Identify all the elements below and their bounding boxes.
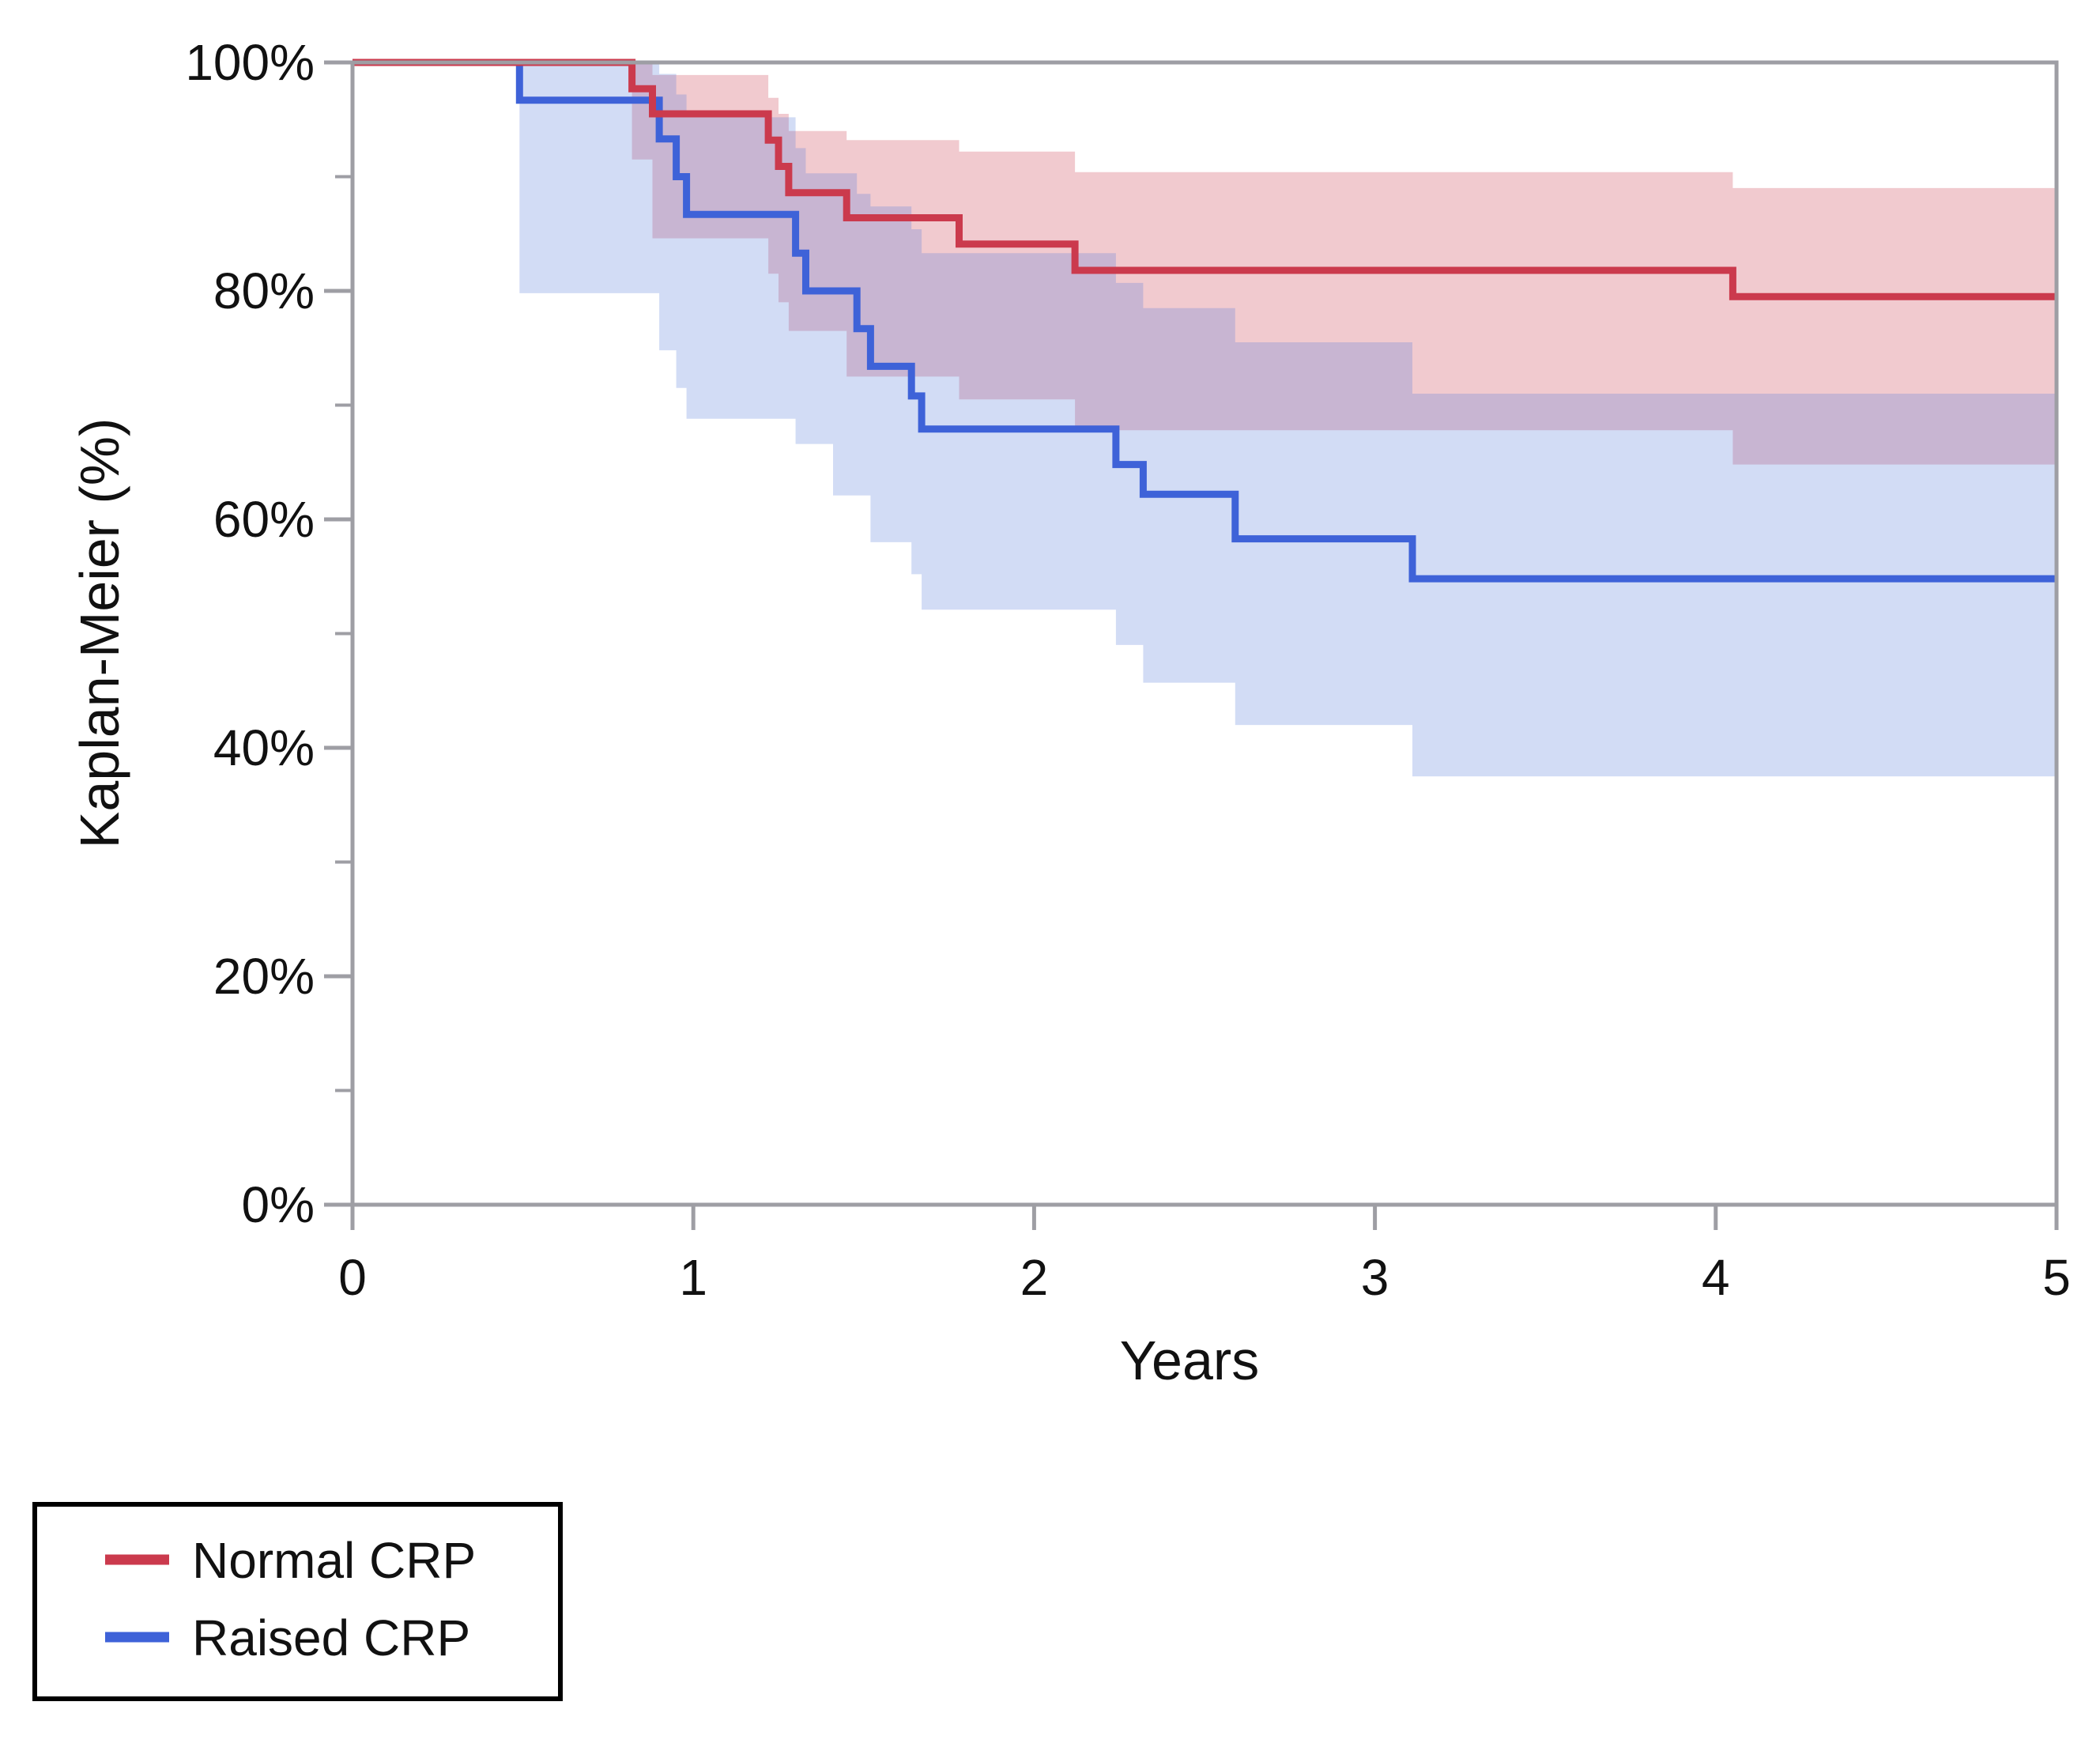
raised-crp-ci-band	[519, 62, 2057, 777]
y-tick-label-0: 0%	[242, 1176, 315, 1233]
x-tick-label-2: 2	[1020, 1249, 1049, 1306]
x-tick-label-0: 0	[338, 1249, 367, 1306]
legend-label-raised-crp: Raised CRP	[192, 1609, 470, 1666]
y-tick-label-100: 100%	[185, 34, 315, 91]
legend: Normal CRP Raised CRP	[32, 1502, 563, 1701]
curves-layer	[353, 58, 2057, 583]
x-tick-label-3: 3	[1361, 1249, 1389, 1306]
y-tick-label-20: 20%	[213, 948, 315, 1005]
normal-crp-curve	[353, 58, 2057, 300]
y-axis-title: Kaplan-Meier (%)	[69, 418, 130, 849]
raised-crp-curve	[353, 58, 2057, 583]
legend-label-normal-crp: Normal CRP	[192, 1532, 476, 1589]
x-tick-label-4: 4	[1702, 1249, 1730, 1306]
x-tick-label-5: 5	[2042, 1249, 2071, 1306]
normal-crp-ci-band	[632, 62, 2057, 465]
tick-labels-layer: 100% 80% 60% 40% 20% 0% 0 1 2 3 4 5	[185, 34, 2070, 1306]
y-tick-label-80: 80%	[213, 262, 315, 319]
y-tick-label-60: 60%	[213, 491, 315, 548]
legend-box	[32, 1502, 563, 1701]
ci-bands-layer	[519, 62, 2057, 777]
x-tick-label-1: 1	[679, 1249, 707, 1306]
y-tick-label-40: 40%	[213, 719, 315, 776]
axis-ticks-layer	[324, 60, 2059, 1230]
x-axis-title: Years	[1120, 1330, 1259, 1391]
